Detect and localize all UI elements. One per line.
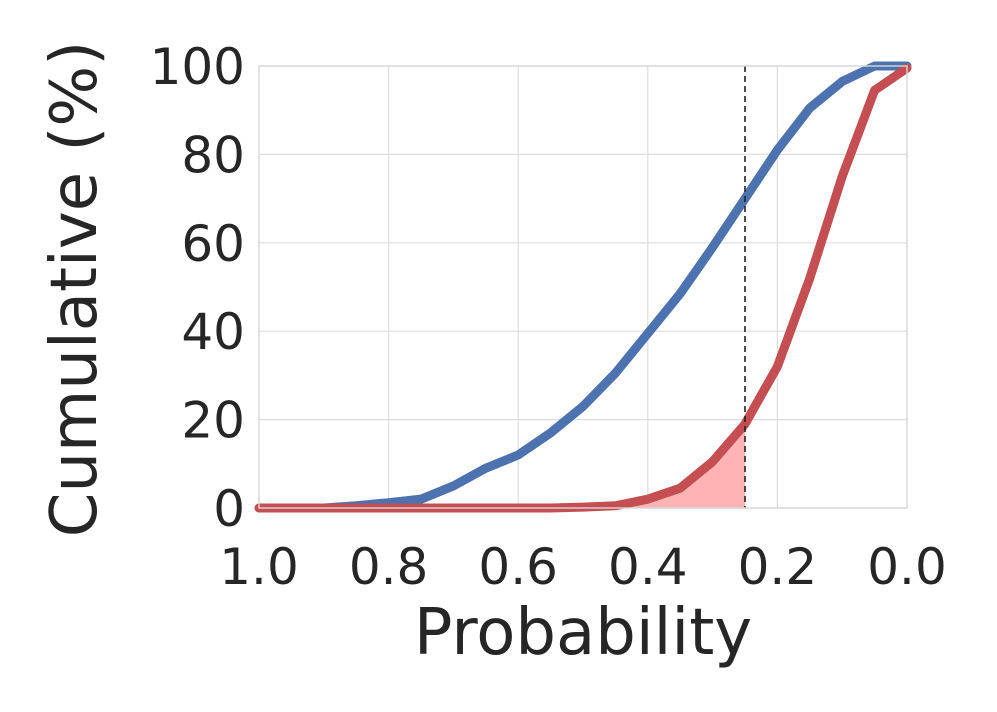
y-axis-label: Cumulative (%) [38, 41, 112, 537]
y-tick-label-5: 100 [150, 38, 245, 96]
y-tick-labels: 0 20 40 60 80 100 [150, 38, 245, 538]
x-tick-label-3: 0.4 [608, 538, 688, 596]
shaded-region [259, 424, 745, 508]
x-tick-label-5: 0.0 [867, 538, 947, 596]
x-tick-label-0: 1.0 [219, 538, 299, 596]
x-axis-label: Probability [414, 596, 752, 670]
x-tick-labels: 1.0 0.8 0.6 0.4 0.2 0.0 [219, 538, 947, 596]
plot-frame [258, 65, 908, 509]
y-tick-label-0: 0 [213, 480, 245, 538]
x-tick-label-2: 0.6 [478, 538, 558, 596]
y-tick-label-4: 80 [181, 126, 245, 184]
y-tick-label-2: 40 [181, 303, 245, 361]
y-tick-label-3: 60 [181, 215, 245, 273]
x-tick-label-1: 0.8 [349, 538, 429, 596]
series-line-1 [254, 63, 912, 513]
y-tick-label-1: 20 [181, 392, 245, 450]
series-lines [254, 61, 912, 513]
x-tick-label-4: 0.2 [738, 538, 818, 596]
